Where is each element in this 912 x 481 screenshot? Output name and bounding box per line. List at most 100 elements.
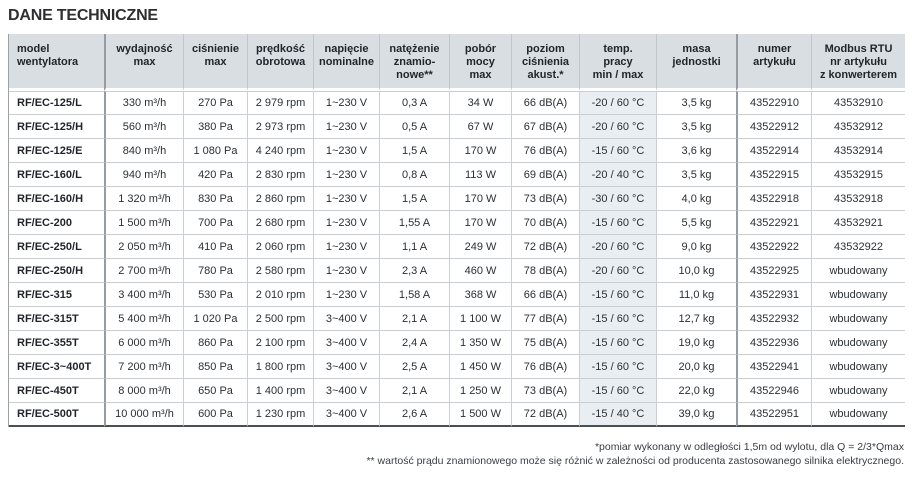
cell-rotation-speed: 1 800 rpm [247, 355, 313, 379]
cell-rated-current: 1,5 A [379, 187, 449, 211]
cell-capacity-max: 6 000 m³/h [104, 331, 183, 355]
cell-article-number: 43522951 [736, 403, 811, 427]
cell-power-max: 1 350 W [449, 331, 511, 355]
cell-article-number: 43522914 [736, 139, 811, 163]
table-row: RF/EC-125/L 330 m³/h 270 Pa 2 979 rpm 1~… [9, 91, 905, 115]
table-row: RF/EC-450T 8 000 m³/h 650 Pa 1 400 rpm 3… [9, 379, 905, 403]
column-header-model: model wentylatora [9, 34, 104, 91]
cell-unit-mass: 3,5 kg [656, 163, 736, 187]
cell-modbus-article: wbudowany [811, 331, 905, 355]
cell-rated-current: 1,58 A [379, 283, 449, 307]
cell-modbus-article: wbudowany [811, 307, 905, 331]
cell-modbus-article: 43532914 [811, 139, 905, 163]
cell-rated-current: 1,5 A [379, 139, 449, 163]
cell-temp-range: -15 / 60 °C [579, 139, 656, 163]
cell-power-max: 170 W [449, 139, 511, 163]
cell-voltage: 3~400 V [313, 403, 379, 427]
table-header: model wentylatora wydajność max ciśnieni… [9, 34, 905, 91]
cell-pressure-max: 380 Pa [183, 115, 247, 139]
cell-rotation-speed: 4 240 rpm [247, 139, 313, 163]
cell-article-number: 43522921 [736, 211, 811, 235]
cell-rated-current: 0,8 A [379, 163, 449, 187]
cell-capacity-max: 560 m³/h [104, 115, 183, 139]
cell-article-number: 43522946 [736, 379, 811, 403]
cell-model: RF/EC-125/H [9, 115, 104, 139]
table-row: RF/EC-315 3 400 m³/h 530 Pa 2 010 rpm 1~… [9, 283, 905, 307]
column-header-temp: temp. pracy min / max [579, 34, 656, 91]
cell-power-max: 1 250 W [449, 379, 511, 403]
cell-temp-range: -15 / 60 °C [579, 379, 656, 403]
cell-modbus-article: 43532921 [811, 211, 905, 235]
cell-model: RF/EC-3~400T [9, 355, 104, 379]
cell-power-max: 113 W [449, 163, 511, 187]
cell-capacity-max: 3 400 m³/h [104, 283, 183, 307]
cell-model: RF/EC-355T [9, 331, 104, 355]
table-row: RF/EC-3~400T 7 200 m³/h 850 Pa 1 800 rpm… [9, 355, 905, 379]
cell-rotation-speed: 2 979 rpm [247, 91, 313, 115]
cell-temp-range: -15 / 60 °C [579, 307, 656, 331]
cell-rated-current: 0,5 A [379, 115, 449, 139]
cell-unit-mass: 39,0 kg [656, 403, 736, 427]
column-header-modbus: Modbus RTU nr artykułu z konwerterem [811, 34, 905, 91]
cell-noise-level: 72 dB(A) [511, 403, 579, 427]
cell-power-max: 249 W [449, 235, 511, 259]
cell-voltage: 1~230 V [313, 187, 379, 211]
cell-article-number: 43522936 [736, 331, 811, 355]
column-header-power: pobór mocy max [449, 34, 511, 91]
cell-voltage: 3~400 V [313, 307, 379, 331]
cell-rotation-speed: 2 500 rpm [247, 307, 313, 331]
cell-temp-range: -15 / 60 °C [579, 355, 656, 379]
cell-model: RF/EC-200 [9, 211, 104, 235]
cell-unit-mass: 11,0 kg [656, 283, 736, 307]
cell-unit-mass: 19,0 kg [656, 331, 736, 355]
cell-unit-mass: 3,6 kg [656, 139, 736, 163]
cell-model: RF/EC-125/E [9, 139, 104, 163]
cell-capacity-max: 2 700 m³/h [104, 259, 183, 283]
cell-voltage: 1~230 V [313, 259, 379, 283]
column-header-capacity: wydajność max [104, 34, 183, 91]
cell-article-number: 43522915 [736, 163, 811, 187]
cell-model: RF/EC-160/H [9, 187, 104, 211]
cell-article-number: 43522918 [736, 187, 811, 211]
cell-power-max: 1 500 W [449, 403, 511, 427]
cell-noise-level: 72 dB(A) [511, 235, 579, 259]
cell-rotation-speed: 1 400 rpm [247, 379, 313, 403]
cell-power-max: 460 W [449, 259, 511, 283]
cell-pressure-max: 850 Pa [183, 355, 247, 379]
cell-power-max: 368 W [449, 283, 511, 307]
cell-voltage: 3~400 V [313, 331, 379, 355]
cell-capacity-max: 940 m³/h [104, 163, 183, 187]
cell-voltage: 1~230 V [313, 211, 379, 235]
cell-voltage: 1~230 V [313, 115, 379, 139]
cell-capacity-max: 1 500 m³/h [104, 211, 183, 235]
cell-model: RF/EC-250/L [9, 235, 104, 259]
cell-pressure-max: 270 Pa [183, 91, 247, 115]
cell-capacity-max: 2 050 m³/h [104, 235, 183, 259]
cell-voltage: 3~400 V [313, 379, 379, 403]
column-header-pressure: ciśnienie max [183, 34, 247, 91]
cell-rotation-speed: 2 830 rpm [247, 163, 313, 187]
cell-modbus-article: wbudowany [811, 379, 905, 403]
cell-article-number: 43522925 [736, 259, 811, 283]
cell-power-max: 170 W [449, 211, 511, 235]
cell-rotation-speed: 2 973 rpm [247, 115, 313, 139]
cell-unit-mass: 9,0 kg [656, 235, 736, 259]
cell-capacity-max: 1 320 m³/h [104, 187, 183, 211]
cell-rotation-speed: 2 580 rpm [247, 259, 313, 283]
cell-noise-level: 70 dB(A) [511, 211, 579, 235]
cell-model: RF/EC-315 [9, 283, 104, 307]
table-row: RF/EC-160/L 940 m³/h 420 Pa 2 830 rpm 1~… [9, 163, 905, 187]
technical-data-table: model wentylatora wydajność max ciśnieni… [8, 34, 905, 427]
cell-noise-level: 76 dB(A) [511, 355, 579, 379]
column-header-voltage: napięcie nominalne [313, 34, 379, 91]
cell-modbus-article: wbudowany [811, 283, 905, 307]
column-header-current: natężenie znamio- nowe** [379, 34, 449, 91]
cell-temp-range: -15 / 60 °C [579, 283, 656, 307]
cell-voltage: 1~230 V [313, 91, 379, 115]
cell-rated-current: 1,55 A [379, 211, 449, 235]
cell-rated-current: 2,5 A [379, 355, 449, 379]
cell-pressure-max: 1 020 Pa [183, 307, 247, 331]
cell-noise-level: 67 dB(A) [511, 115, 579, 139]
cell-capacity-max: 840 m³/h [104, 139, 183, 163]
cell-capacity-max: 10 000 m³/h [104, 403, 183, 427]
